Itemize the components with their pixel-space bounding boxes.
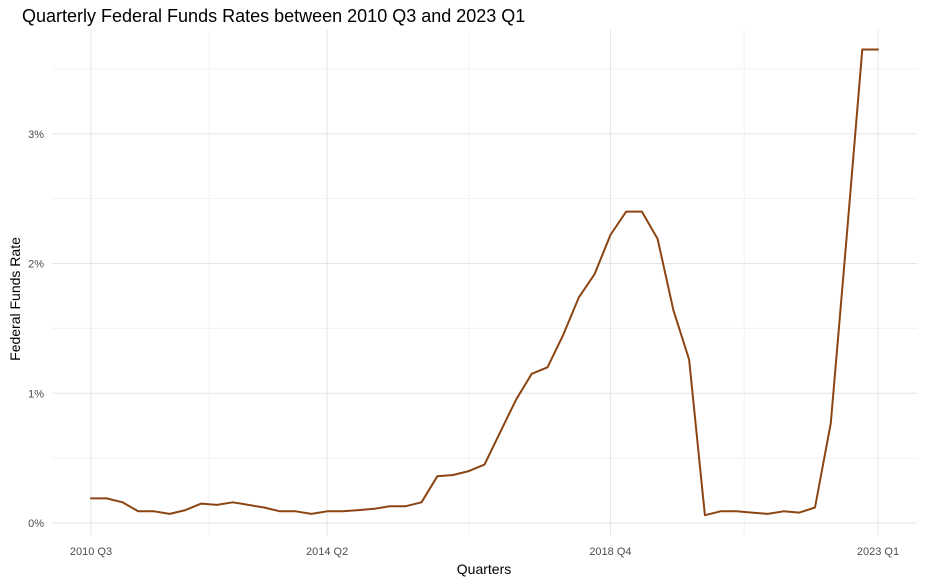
y-tick-label: 0% bbox=[28, 518, 44, 530]
x-axis-title: Quarters bbox=[457, 561, 511, 577]
x-axis-ticks: 2010 Q3 2014 Q2 2018 Q4 2023 Q1 bbox=[70, 546, 899, 558]
grid bbox=[52, 30, 917, 536]
y-tick-label: 1% bbox=[28, 388, 44, 400]
x-tick-label: 2010 Q3 bbox=[70, 546, 112, 558]
x-tick-label: 2023 Q1 bbox=[857, 546, 899, 558]
y-tick-label: 3% bbox=[28, 129, 44, 141]
y-axis-ticks: 0% 1% 2% 3% bbox=[28, 129, 44, 530]
x-tick-label: 2018 Q4 bbox=[589, 546, 631, 558]
series-line bbox=[90, 48, 879, 517]
x-tick-label: 2014 Q2 bbox=[306, 546, 348, 558]
chart-title: Quarterly Federal Funds Rates between 20… bbox=[22, 6, 525, 26]
y-tick-label: 2% bbox=[28, 259, 44, 271]
y-axis-title: Federal Funds Rate bbox=[7, 237, 23, 361]
series-layer bbox=[90, 48, 879, 517]
